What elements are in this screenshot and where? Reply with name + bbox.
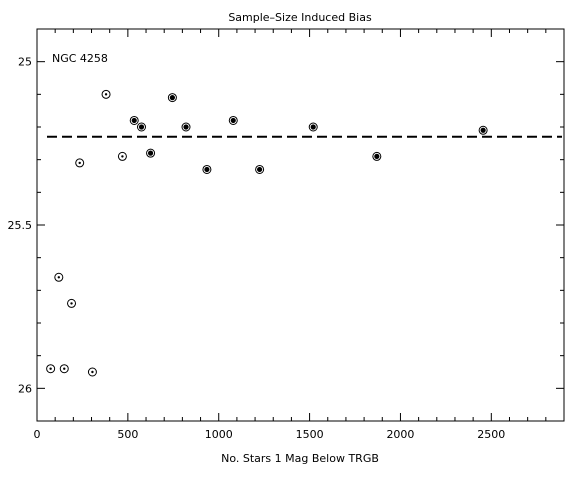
x-tick-label: 0 <box>34 428 41 441</box>
data-point <box>54 272 64 282</box>
data-point <box>478 125 488 135</box>
data-point <box>136 122 146 132</box>
data-point <box>167 93 177 103</box>
data-point <box>308 122 318 132</box>
point-fill <box>257 166 263 173</box>
data-point <box>101 89 111 99</box>
point-center <box>49 367 52 370</box>
point-fill <box>138 124 145 130</box>
y-tick-label: 25 <box>18 56 32 69</box>
data-point <box>46 364 56 374</box>
point-fill <box>204 166 210 173</box>
point-center <box>78 161 81 165</box>
data-point <box>255 164 265 174</box>
x-tick-label: 500 <box>117 428 138 441</box>
point-center <box>104 93 108 96</box>
y-tick-label: 25.5 <box>8 219 33 232</box>
x-tick-label: 1500 <box>296 428 324 441</box>
data-point <box>202 164 212 174</box>
point-fill <box>310 124 316 130</box>
point-center <box>57 276 61 279</box>
y-tick-label: 26 <box>18 382 32 395</box>
data-point <box>75 158 85 168</box>
x-tick-label: 2500 <box>477 428 505 441</box>
point-fill <box>183 124 189 130</box>
data-point <box>117 151 127 161</box>
chart-title: Sample–Size Induced Bias <box>228 11 372 24</box>
data-point <box>59 364 69 374</box>
point-center <box>63 367 66 370</box>
data-point <box>146 148 156 158</box>
point-center <box>70 302 73 305</box>
x-axis-label: No. Stars 1 Mag Below TRGB <box>221 452 379 465</box>
data-point <box>87 367 97 377</box>
data-point <box>228 115 238 125</box>
data-point <box>67 298 77 308</box>
plot-annotation: NGC 4258 <box>52 52 108 65</box>
data-point <box>372 151 382 161</box>
x-tick-label: 2000 <box>386 428 414 441</box>
point-fill <box>230 117 236 124</box>
plot-frame <box>36 28 565 422</box>
data-point <box>129 115 139 125</box>
point-center <box>91 370 94 374</box>
point-fill <box>131 117 137 124</box>
point-fill <box>147 150 154 156</box>
point-fill <box>480 127 486 133</box>
x-tick-label: 1000 <box>205 428 233 441</box>
point-fill <box>374 153 380 159</box>
point-center <box>121 155 124 158</box>
data-point <box>181 122 191 132</box>
point-fill <box>169 95 175 101</box>
